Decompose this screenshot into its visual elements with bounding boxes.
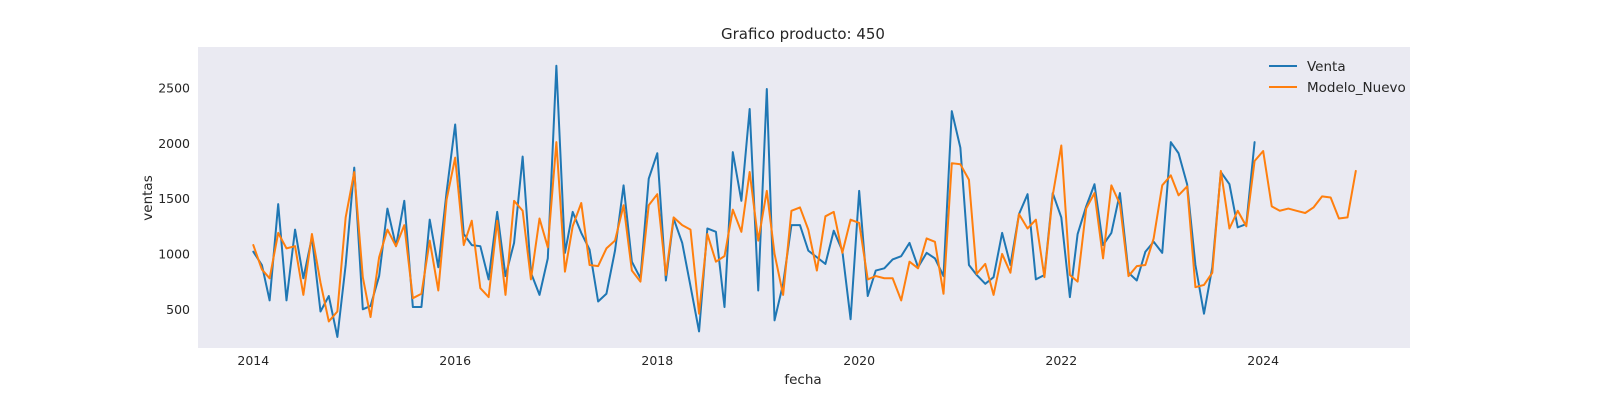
legend-label: Venta [1307,59,1346,75]
chart-title: Grafico producto: 450 [721,25,885,43]
plot-area [198,47,1410,348]
y-tick-label: 2500 [158,80,190,95]
y-axis: 500 1000 1500 2000 2500 [158,80,190,316]
y-tick-label: 1500 [158,191,190,206]
x-tick-label: 2022 [1045,353,1077,368]
x-tick-label: 2016 [439,353,471,368]
x-tick-label: 2024 [1247,353,1279,368]
x-axis: 2014 2016 2018 2020 2022 2024 [237,353,1279,368]
legend: Venta Modelo_Nuevo [1269,59,1406,96]
x-tick-label: 2014 [237,353,269,368]
legend-label: Modelo_Nuevo [1307,80,1406,96]
y-tick-label: 500 [166,302,190,317]
x-tick-label: 2018 [641,353,673,368]
series-layer [252,64,1357,338]
series-line-modelo-nuevo [252,141,1357,323]
y-tick-label: 1000 [158,246,190,261]
y-axis-label: ventas [140,175,156,220]
x-axis-label: fecha [784,372,821,388]
y-tick-label: 2000 [158,136,190,151]
x-tick-label: 2020 [843,353,875,368]
